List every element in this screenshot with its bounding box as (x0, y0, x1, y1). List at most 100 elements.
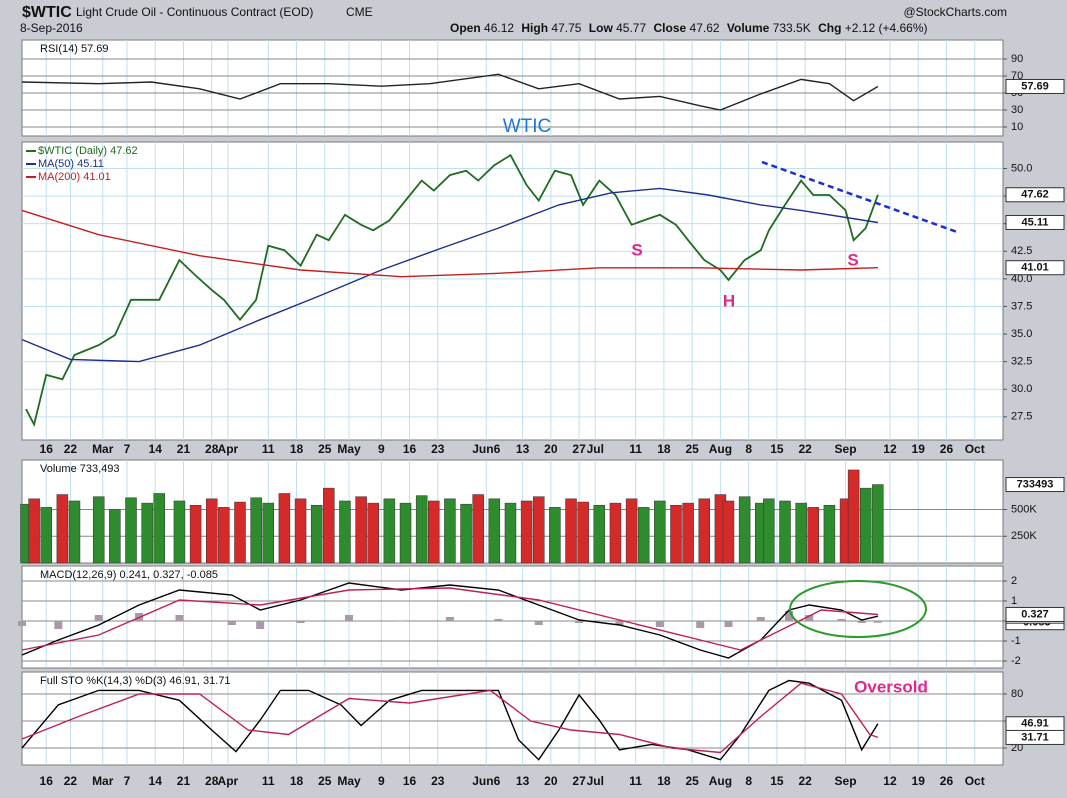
overlays: WTIC S H S Oversold (503, 116, 958, 696)
value-box (1005, 187, 1065, 203)
bar (534, 621, 543, 625)
bar (345, 615, 353, 621)
x-tick-label: 11 (629, 442, 642, 456)
y-tick-label: 10 (1011, 121, 1023, 133)
bar (428, 500, 440, 564)
x-tick-label: 12 (883, 774, 897, 788)
x-tick-label: 8 (745, 442, 752, 456)
x-tick-label: Mar (92, 442, 114, 456)
x-tick-label: 11 (629, 774, 642, 788)
bar (577, 501, 589, 564)
bar (654, 500, 666, 564)
y-tick-label: -2 (1011, 655, 1021, 667)
bar (847, 469, 860, 564)
x-tick-label: 18 (657, 774, 671, 788)
y-tick-label: 250K (1011, 530, 1037, 542)
bar (397, 621, 406, 622)
plot-area: 16 22 Mar 7 14 21 28 Apr 11 18 25 May 9 16 23 Jun6 13 20 2… (18, 39, 1065, 788)
instrument-name: Light Crude Oil - Continuous Contract (E… (76, 5, 313, 19)
bar (323, 487, 335, 564)
x-tick-label: 15 (770, 774, 784, 788)
quote-label: Open (450, 21, 481, 35)
series-line (21, 679, 879, 761)
annotation: S (631, 240, 642, 259)
bar (494, 619, 503, 621)
value-box-label: 57.69 (1021, 80, 1049, 92)
x-tick-label: 26 (940, 442, 954, 456)
bar (698, 498, 711, 564)
panel (21, 141, 1004, 441)
panel-title: Volume 733,493 (40, 463, 120, 475)
bar (175, 615, 184, 621)
brand: @StockCharts.com (903, 5, 1007, 19)
bar (655, 621, 664, 627)
y-tick-label: 70 (1011, 70, 1023, 82)
x-tick-label: 9 (378, 774, 385, 788)
quote-value: 733.5K (773, 21, 811, 35)
x-tick-label: 16 (40, 442, 54, 456)
series-line (21, 73, 879, 111)
y-tick-label: 1 (1011, 595, 1017, 607)
y-tick-label: 42.5 (1011, 245, 1032, 257)
annotation: H (723, 291, 735, 310)
x-tick-label: 13 (516, 442, 530, 456)
x-tick-label: 16 (40, 774, 54, 788)
bar (472, 494, 484, 564)
bar (141, 502, 153, 564)
bar (278, 493, 291, 564)
bar (460, 503, 472, 564)
bar (234, 501, 246, 564)
bar (153, 493, 166, 564)
y-tick-label: 50.0 (1011, 162, 1032, 174)
x-tick-label: Jul (587, 774, 604, 788)
x-tick-label: 16 (403, 442, 417, 456)
bar (807, 507, 820, 564)
value-box-label: 41.01 (1021, 262, 1049, 274)
bar (399, 502, 412, 564)
bar (262, 502, 275, 564)
x-tick-label: 20 (544, 442, 558, 456)
x-tick-label: 7 (124, 774, 131, 788)
y-tick-label: 32.5 (1011, 356, 1032, 368)
x-tick-label: 22 (64, 442, 78, 456)
value-box-label: 733493 (1017, 478, 1054, 490)
quote-label: Volume (727, 21, 770, 35)
bar (872, 484, 884, 564)
x-tick-label: 18 (290, 442, 304, 456)
value-box-label: 47.62 (1021, 189, 1049, 201)
bar (488, 498, 501, 564)
bar (593, 504, 606, 564)
bar (857, 621, 866, 623)
value-box (1005, 606, 1065, 622)
symbol: $WTIC (22, 4, 72, 21)
quote-value: 47.62 (690, 21, 720, 35)
bar (18, 621, 26, 626)
bar (355, 496, 367, 564)
x-tick-label: 18 (290, 774, 304, 788)
quote-value: +2.12 (+4.66%) (845, 21, 928, 35)
x-tick-label: May (337, 442, 361, 456)
x-tick-label: 21 (177, 774, 191, 788)
bar (873, 621, 882, 623)
bar (173, 500, 186, 564)
value-box-label: 0.327 (1021, 608, 1049, 620)
series-line (21, 209, 878, 278)
x-tick-label: 25 (318, 442, 332, 456)
bar (383, 498, 396, 564)
bar (504, 502, 517, 564)
x-tick-label: 19 (912, 442, 926, 456)
bar (682, 502, 694, 564)
y-tick-label: 37.5 (1011, 300, 1032, 312)
x-tick-label: 22 (64, 774, 78, 788)
bar (779, 500, 791, 564)
bar (54, 621, 63, 629)
bar (532, 496, 545, 564)
bar (756, 617, 765, 621)
x-tick-label: 25 (685, 774, 699, 788)
x-tick-label: 23 (431, 442, 445, 456)
x-tick-label: Jun6 (472, 774, 500, 788)
y-tick-label: 27.5 (1011, 411, 1032, 423)
y-tick-label: 500K (1011, 503, 1037, 515)
x-tick-label: 14 (149, 442, 163, 456)
bar (637, 507, 650, 564)
